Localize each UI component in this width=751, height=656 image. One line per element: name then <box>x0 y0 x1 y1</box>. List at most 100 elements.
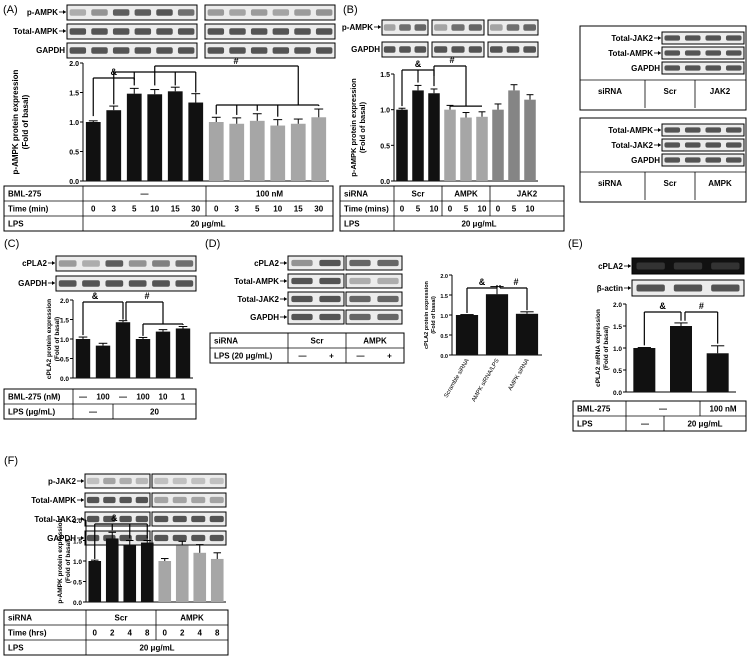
blot-frame <box>151 530 227 546</box>
row-label: LPS <box>8 644 24 653</box>
blot-band <box>154 496 169 504</box>
blot-d-total-jak2-ampk <box>345 291 403 307</box>
blot-band <box>319 313 341 321</box>
blot-band <box>349 313 371 321</box>
blot-f-total-ampk-ampk <box>151 492 227 508</box>
row-label: Time (min) <box>8 205 49 214</box>
blot-band <box>86 496 100 504</box>
blot-band <box>490 24 503 31</box>
bar <box>524 99 536 181</box>
blot-label-e: β-actin <box>597 284 623 293</box>
y-tick-label: 2.0 <box>613 302 622 309</box>
bar <box>175 545 189 602</box>
blot-label-f: Total-JAK2 <box>34 515 76 524</box>
y-axis-label: cPLA2 protein expression <box>46 299 53 379</box>
y-tick-label: 0.0 <box>73 600 82 607</box>
blot-band <box>152 280 170 287</box>
y-tick-label: 0.5 <box>60 357 69 364</box>
bar <box>135 339 151 378</box>
row-cell: 30 <box>191 205 200 214</box>
row-f-time: Time (hrs) 0 2 4 8 0 2 4 8 <box>8 625 220 640</box>
blot-band <box>725 142 742 148</box>
blot-band <box>119 515 132 523</box>
sig-symbol-hash: # <box>449 55 454 65</box>
row-cell: 5 <box>416 205 421 214</box>
row-cell: 10 <box>430 205 439 214</box>
blot-d-total-jak2 <box>287 291 345 307</box>
blot-arrow-head <box>658 36 661 40</box>
y-tick-label: 0.0 <box>613 390 622 397</box>
row-cell: — <box>641 420 649 429</box>
blot-band <box>229 9 246 16</box>
row-cell: 0 <box>91 205 96 214</box>
blot-e-β-actin <box>631 279 745 297</box>
sig-symbol: & <box>92 291 99 301</box>
blot-label-a: GAPDH <box>36 46 65 55</box>
blot-band <box>207 47 225 54</box>
blot-band <box>414 46 427 53</box>
blot-band <box>172 496 187 504</box>
blot-band <box>209 496 224 504</box>
blot-band <box>172 515 187 523</box>
blot-a-p-ampk-bml <box>204 4 336 21</box>
blot-arrow-head <box>81 498 84 502</box>
blot-band <box>177 28 195 35</box>
blot-band <box>105 260 124 267</box>
y-tick-label: 0.0 <box>380 179 390 186</box>
blot-band <box>82 260 100 267</box>
blot-a-total-ampk <box>66 23 198 40</box>
blot-band <box>103 515 116 523</box>
blot-band <box>207 28 225 35</box>
blot-frame <box>661 31 745 45</box>
chart-c: 0.0 0.5 1.0 1.5 2.0 cPLA2 protein expression(… <box>46 298 193 383</box>
blot-frame <box>66 42 198 59</box>
row-cell: 100 <box>136 393 150 402</box>
sig-symbol: & <box>111 513 118 523</box>
row-label: LPS (20 μg/mL) <box>214 352 273 361</box>
blot-band <box>468 46 482 53</box>
blot-label-b: GAPDH <box>351 45 380 54</box>
blot-band <box>349 259 371 267</box>
blot-b3-total-jak2 <box>661 138 745 152</box>
blot-f-total-ampk <box>84 492 151 508</box>
bar <box>75 339 91 378</box>
knockdown-frame-b2 <box>579 25 747 111</box>
row-label: siRNA <box>8 614 32 623</box>
row-label: LPS <box>344 220 360 229</box>
row-cell: Scr <box>664 87 677 96</box>
row-cell: JAK2 <box>710 87 731 96</box>
blot-frame <box>151 511 227 527</box>
blot-band <box>134 28 152 35</box>
blot-frame <box>345 255 403 271</box>
chart-d: 0.0 0.5 1.0 1.5 2.0 cPLA2 protein expression(… <box>424 274 542 403</box>
blot-frame <box>287 291 345 307</box>
blot-frame <box>661 46 745 60</box>
blot-b3-total-ampk <box>661 123 745 137</box>
blot-arrow-head <box>81 479 84 483</box>
blot-band <box>172 534 187 542</box>
row-cell: 10 <box>478 205 487 214</box>
bar <box>515 313 539 355</box>
row-label: LPS (μg/mL) <box>8 408 55 417</box>
blot-frame <box>287 273 345 289</box>
row-label: siRNA <box>344 190 368 199</box>
blot-band <box>191 477 206 485</box>
bar <box>147 94 163 181</box>
blot-band <box>135 534 149 542</box>
row-cell: 100 <box>96 393 110 402</box>
blot-band <box>177 9 195 16</box>
blot-a-gapdh-bml <box>204 42 336 59</box>
blot-band <box>91 28 108 35</box>
sig-symbol-hash: # <box>233 56 238 66</box>
y-axis-label-unit: (Fold of basal) <box>54 317 61 361</box>
row-cell: AMPK <box>454 190 478 199</box>
row-cell: 10 <box>526 205 535 214</box>
panel-label-c: (C) <box>4 238 19 250</box>
y-axis-label: cPLA2 protein expression <box>424 280 430 348</box>
row-cell: 4 <box>128 629 133 638</box>
y-tick-label: 0.5 <box>380 143 390 150</box>
blot-band <box>291 277 313 285</box>
row-cell: 4 <box>198 629 203 638</box>
blot-band <box>154 534 169 542</box>
y-tick-label: 2.0 <box>69 61 79 68</box>
